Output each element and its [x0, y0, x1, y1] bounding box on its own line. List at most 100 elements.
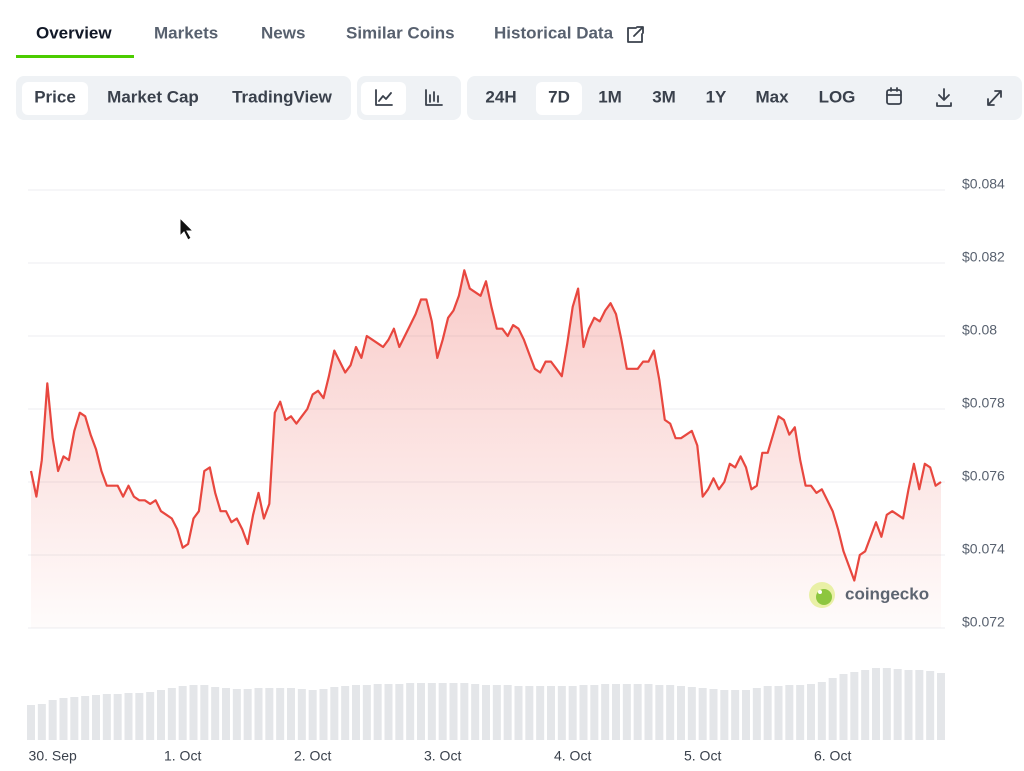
volume-bar	[904, 670, 913, 740]
watermark: coingecko	[809, 582, 929, 608]
volume-bar	[427, 683, 436, 740]
volume-bar	[384, 684, 393, 740]
y-tick-label: $0.076	[962, 468, 1005, 484]
volume-bar	[232, 689, 241, 740]
y-tick-label: $0.082	[962, 249, 1005, 265]
external-link-icon[interactable]	[627, 26, 644, 43]
volume-bar	[893, 669, 902, 740]
volume-bar	[612, 684, 620, 740]
tab[interactable]: News	[261, 23, 305, 42]
volume-bar	[872, 668, 880, 740]
volume-bar	[850, 672, 859, 740]
volume-bar	[81, 696, 90, 740]
active-tab-underline	[16, 55, 134, 58]
y-tick-label: $0.08	[962, 322, 997, 338]
y-tick-label: $0.074	[962, 541, 1005, 557]
metric-group	[16, 76, 351, 120]
volume-bar	[276, 688, 285, 740]
watermark-logo-eye	[818, 590, 822, 594]
volume-bar	[547, 686, 555, 740]
fullscreen-button[interactable]	[987, 90, 1002, 106]
metric-button[interactable]: Market Cap	[107, 87, 199, 106]
volume-bar	[254, 688, 263, 740]
volume-bar	[48, 700, 57, 740]
selected-style	[361, 82, 406, 115]
volume-bar	[698, 688, 707, 740]
volume-bar	[742, 690, 750, 740]
line-style-button[interactable]	[375, 89, 393, 106]
volume-bar	[752, 688, 761, 740]
volume-bar	[37, 704, 46, 740]
x-tick-label: 30. Sep	[29, 748, 77, 764]
volume-bar	[579, 685, 588, 740]
range-button[interactable]: 1Y	[706, 87, 727, 106]
volume-bar	[362, 685, 371, 740]
volume-bar	[92, 695, 100, 740]
volume-bar	[687, 687, 696, 740]
range-button[interactable]: LOG	[819, 87, 856, 106]
volume-bar	[157, 690, 165, 740]
volume-bar	[482, 685, 490, 740]
volume-bar	[785, 685, 794, 740]
volume-bar	[373, 684, 382, 740]
volume-bar	[633, 684, 642, 740]
volume-bar	[178, 686, 187, 740]
range-button[interactable]: 1M	[598, 87, 622, 106]
chart: $0.072 $0.074 $0.076 $0.078 $0.08 $0.082 $0.08…	[27, 176, 1005, 764]
volume-bar	[200, 685, 209, 740]
volume-bar	[622, 684, 631, 740]
metric-button[interactable]: Price	[34, 87, 76, 106]
volume-bar	[70, 697, 79, 740]
volume-bar	[167, 688, 176, 740]
volume-bar	[352, 685, 360, 740]
volume-bar	[677, 686, 685, 740]
volume-bar	[222, 688, 230, 740]
volume-bar	[709, 689, 718, 740]
x-tick-label: 4. Oct	[554, 748, 591, 764]
range-button[interactable]: Max	[755, 87, 789, 106]
x-tick-label: 3. Oct	[424, 748, 461, 764]
volume-bar	[926, 671, 935, 740]
price-area	[31, 270, 941, 628]
range-button[interactable]: 3M	[652, 87, 676, 106]
volume-bar	[774, 686, 783, 740]
range-button[interactable]: 7D	[548, 87, 570, 106]
volume-bar	[828, 678, 837, 740]
price-line	[29, 269, 942, 582]
selected-range	[536, 82, 582, 115]
volume-bar	[113, 694, 122, 740]
volume-bar	[287, 688, 295, 740]
volume-bar	[492, 685, 501, 740]
volume-bar	[265, 688, 274, 740]
volume-bar	[937, 673, 945, 740]
tab[interactable]: Overview	[36, 23, 112, 42]
calendar-button[interactable]	[886, 87, 902, 105]
volume-bar	[817, 682, 826, 740]
mouse-cursor	[179, 216, 195, 241]
volume-bar	[460, 683, 469, 740]
volume-bar	[102, 694, 111, 740]
volume-bar	[644, 684, 653, 740]
line-icon	[375, 89, 393, 106]
x-tick-label: 6. Oct	[814, 748, 851, 764]
volume-bar	[211, 687, 220, 740]
volume-bar	[839, 674, 848, 740]
x-tick-label: 5. Oct	[684, 748, 721, 764]
x-tick-label: 1. Oct	[164, 748, 201, 764]
volume-bar	[243, 689, 252, 740]
range-button[interactable]: 24H	[485, 87, 516, 106]
volume-bar	[666, 685, 675, 740]
y-tick-label: $0.072	[962, 614, 1005, 630]
tab[interactable]: Historical Data	[494, 23, 614, 42]
metric-button[interactable]: TradingView	[232, 87, 333, 106]
volume-bar	[135, 693, 144, 740]
download-button[interactable]	[936, 88, 952, 107]
watermark-text: coingecko	[845, 584, 929, 603]
tab[interactable]: Similar Coins	[346, 23, 455, 42]
volume-bar	[438, 683, 447, 740]
candle-style-button[interactable]	[425, 89, 443, 106]
tab[interactable]: Markets	[154, 23, 218, 42]
volume-bar	[568, 686, 577, 740]
